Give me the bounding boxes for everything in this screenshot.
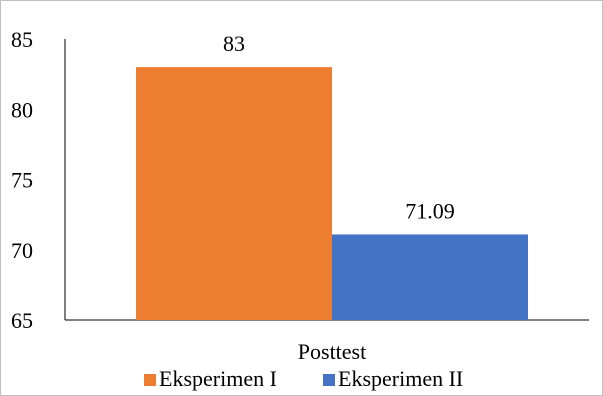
legend-swatch (323, 374, 335, 386)
y-tick-label: 85 (11, 27, 33, 52)
legend: Eksperimen I Eksperimen II (144, 366, 463, 391)
data-label: 83 (223, 31, 245, 56)
y-tick-labels: 65 70 75 80 85 (11, 27, 33, 333)
category-labels: Posttest (298, 339, 366, 364)
bar-eksperimen-i (136, 67, 332, 320)
data-label: 71.09 (405, 198, 455, 223)
bar-eksperimen-ii (332, 234, 528, 320)
bars (136, 67, 528, 320)
legend-swatch (144, 374, 156, 386)
y-tick-label: 65 (11, 308, 33, 333)
y-tick-label: 80 (11, 97, 33, 122)
y-tick-label: 70 (11, 238, 33, 263)
legend-label: Eksperimen I (159, 366, 277, 391)
legend-label: Eksperimen II (338, 366, 463, 391)
x-category-label: Posttest (298, 339, 366, 364)
data-labels: 83 71.09 (223, 31, 455, 223)
y-tick-label: 75 (11, 168, 33, 193)
